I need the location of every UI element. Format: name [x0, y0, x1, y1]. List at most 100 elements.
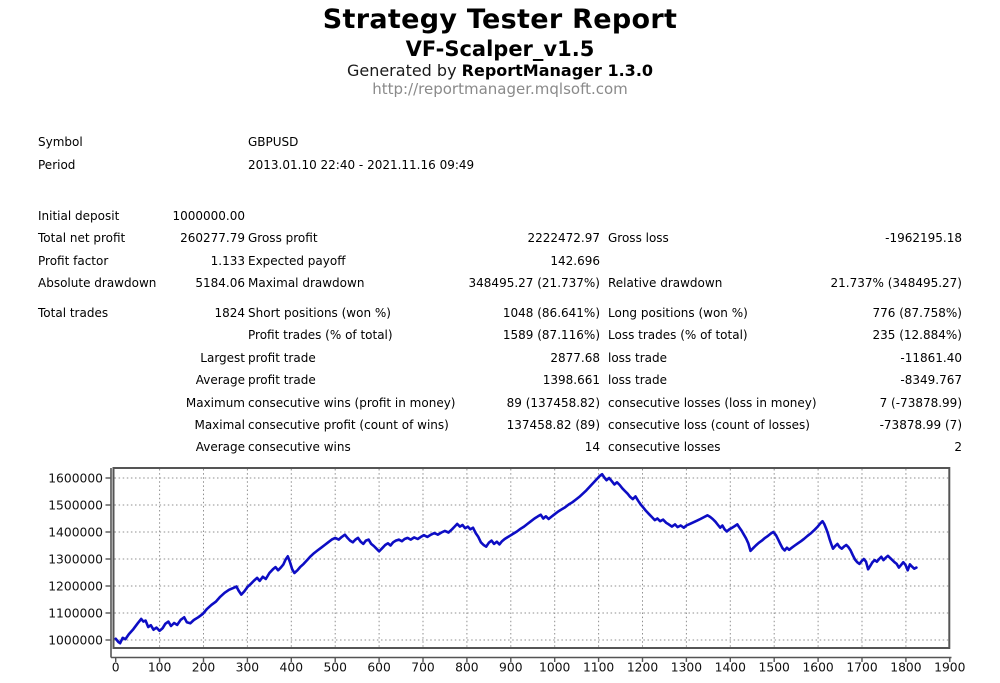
stats-value: 1000000.00 [172, 209, 245, 223]
y-tick-label: 1300000 [48, 552, 103, 566]
generated-by-line: Generated by ReportManager 1.3.0 [0, 61, 1000, 80]
stats-row: Profit trades (% of total) 1589 (87.116%)… [0, 324, 1000, 346]
x-tick-label: 1600 [802, 661, 833, 675]
stats-label: Total net profit [38, 231, 126, 246]
x-tick-label: 1900 [934, 661, 965, 675]
y-tick-label: 1500000 [48, 498, 103, 512]
stats-label: Gross loss [608, 231, 669, 246]
stats-label: Profit factor [38, 253, 109, 268]
trade-stats-block: Total trades 1824 Short positions (won %) 1… [0, 302, 1000, 459]
stats-label: Total trades [38, 306, 109, 320]
x-tick-label: 600 [367, 661, 390, 675]
stats-label: Initial deposit [38, 209, 120, 223]
x-tick-label: 400 [280, 661, 303, 675]
stats-row: Profit factor 1.133 Expected payoff 142.696 [0, 250, 1000, 272]
stats-value: -1962195.18 [885, 231, 962, 246]
stats-value: 348495.27 (21.737%) [468, 276, 600, 291]
x-tick-label: 700 [411, 661, 434, 675]
stats-label: loss trade [608, 373, 667, 388]
stats-label: Short positions (won %) [248, 306, 391, 320]
stats-value: Maximal [194, 417, 245, 432]
stats-label: consecutive wins [248, 440, 351, 455]
stats-label: Profit trades (% of total) [248, 328, 393, 343]
stats-value: 2 [954, 440, 962, 455]
stats-value: 89 (137458.82) [506, 395, 600, 410]
stats-label: profit trade [248, 373, 316, 388]
info-value: GBPUSD [248, 135, 299, 149]
stats-row: Total trades 1824 Short positions (won %) 1… [0, 302, 1000, 324]
stats-row: Maximal consecutive profit (count of wins… [0, 414, 1000, 436]
y-tick-label: 1000000 [48, 633, 103, 647]
x-tick-label: 1700 [846, 661, 877, 675]
stats-row: Initial deposit 1000000.00 [0, 205, 1000, 227]
stats-label: consecutive loss (count of losses) [608, 417, 810, 432]
stats-label: consecutive losses [608, 440, 721, 455]
stats-value: Maximum [185, 395, 245, 410]
info-label: Symbol [38, 135, 83, 149]
symbol-period-block: Symbol GBPUSD Period 2013.01.10 22:40 - 202… [0, 131, 1000, 177]
info-row: Period 2013.01.10 22:40 - 2021.11.16 09:4… [0, 154, 1000, 177]
balance-chart: 1000000110000012000001300000140000015000… [48, 467, 965, 675]
stats-value: 2222472.97 [527, 231, 600, 246]
info-label: Period [38, 158, 76, 172]
x-tick-label: 800 [455, 661, 478, 675]
stats-row: Average profit trade 1398.661 loss trade -83… [0, 369, 1000, 391]
generator-name: ReportManager 1.3.0 [461, 61, 654, 80]
stats-value: -73878.99 (7) [879, 417, 962, 432]
stats-value: 1048 (86.641%) [502, 306, 600, 320]
stats-row: Total net profit 260277.79 Gross profit 222… [0, 227, 1000, 249]
stats-label: consecutive losses (loss in money) [608, 395, 817, 410]
stats-label: Relative drawdown [608, 276, 723, 291]
stats-row: Absolute drawdown 5184.06 Maximal drawdown… [0, 272, 1000, 294]
stats-value: 7 (-73878.99) [879, 395, 962, 410]
stats-value: 137458.82 (89) [506, 417, 600, 432]
stats-value: 1824 [214, 306, 245, 320]
generated-by-prefix: Generated by [346, 61, 462, 80]
profit-stats-block: Initial deposit 1000000.00 Total net profi… [0, 205, 1000, 295]
stats-label: loss trade [608, 350, 667, 365]
balance-chart-area: 1000000 1100000 1200000 1300000 1400000 15000… [0, 450, 1000, 683]
equity-curve [114, 472, 918, 645]
x-tick-label: 500 [323, 661, 346, 675]
x-tick-label: 1500 [759, 661, 790, 675]
stats-value: 2877.68 [550, 350, 600, 365]
x-tick-label: 300 [236, 661, 259, 675]
page-title: Strategy Tester Report [322, 4, 678, 35]
stats-value: 235 (12.884%) [872, 328, 962, 343]
plot-border [112, 467, 951, 649]
stats-value: Average [195, 373, 245, 388]
y-tick-label: 1200000 [48, 579, 103, 593]
x-tick-label: 1300 [671, 661, 702, 675]
x-tick-label: 100 [148, 661, 171, 675]
y-tick-label: 1400000 [48, 525, 103, 539]
stats-value: 1.133 [210, 253, 245, 268]
stats-label: Gross profit [248, 231, 318, 246]
stats-value: 1398.661 [542, 373, 600, 388]
stats-value: 142.696 [550, 253, 600, 268]
x-tick-label: 1200 [627, 661, 658, 675]
stats-label: Maximal drawdown [248, 276, 365, 291]
stats-value: 260277.79 [180, 231, 245, 246]
y-tick-label: 1100000 [48, 606, 103, 620]
info-value: 2013.01.10 22:40 - 2021.11.16 09:49 [248, 158, 475, 172]
stats-label: profit trade [248, 350, 316, 365]
stats-value: 776 (87.758%) [872, 306, 962, 320]
stats-value: Largest [200, 350, 245, 365]
stats-row: Largest profit trade 2877.68 loss trade -118… [0, 347, 1000, 369]
stats-value: 5184.06 [195, 276, 245, 291]
x-tick-label: 1800 [890, 661, 921, 675]
x-tick-label: 0 [112, 661, 120, 675]
stats-row: Average consecutive wins 14 consecutive los… [0, 436, 1000, 458]
x-tick-label: 900 [499, 661, 522, 675]
x-tick-label: 1100 [583, 661, 614, 675]
stats-label: Loss trades (% of total) [608, 328, 748, 343]
info-row: Symbol GBPUSD [0, 131, 1000, 154]
report-url-link[interactable]: http://reportmanager.mqlsoft.com [372, 80, 628, 98]
stats-value: 21.737% (348495.27) [830, 276, 962, 291]
stats-label: Expected payoff [248, 253, 346, 268]
x-tick-label: 1400 [715, 661, 746, 675]
x-tick-label: 200 [192, 661, 215, 675]
expert-name: VF-Scalper_v1.5 [405, 37, 595, 61]
stats-row: Maximum consecutive wins (profit in money… [0, 392, 1000, 414]
